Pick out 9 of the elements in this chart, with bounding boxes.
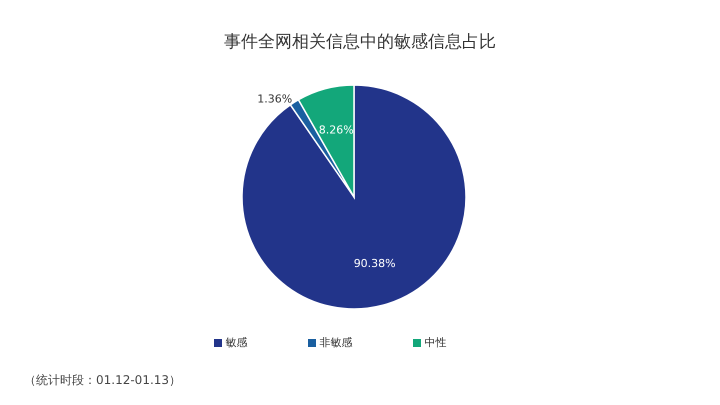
- data-label: 8.26%: [318, 123, 354, 136]
- data-label: 1.36%: [257, 92, 292, 106]
- legend-label: 中性: [424, 336, 446, 349]
- chart-title: 事件全网相关信息中的敏感信息占比: [223, 31, 497, 53]
- legend-label: 敏感: [226, 336, 248, 349]
- text: （统计时段：01.12-01.13）: [24, 372, 182, 389]
- legend-label: 非敏感: [320, 336, 352, 349]
- pie-slice: [241, 84, 467, 310]
- data-label: 90.38%: [354, 256, 396, 270]
